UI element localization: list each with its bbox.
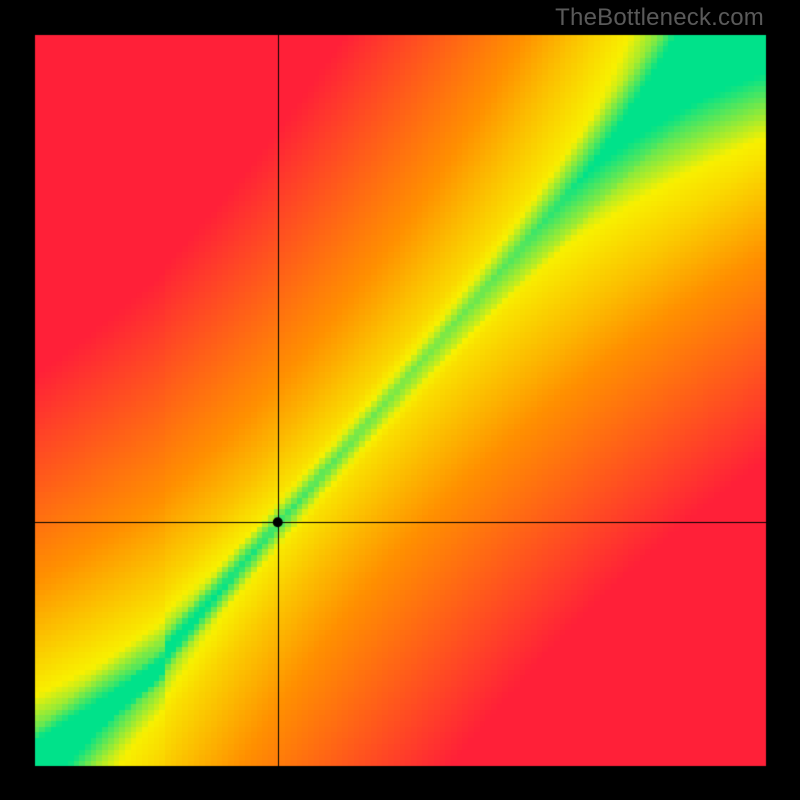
watermark-text: TheBottleneck.com <box>555 4 764 32</box>
bottleneck-heatmap <box>0 0 800 800</box>
